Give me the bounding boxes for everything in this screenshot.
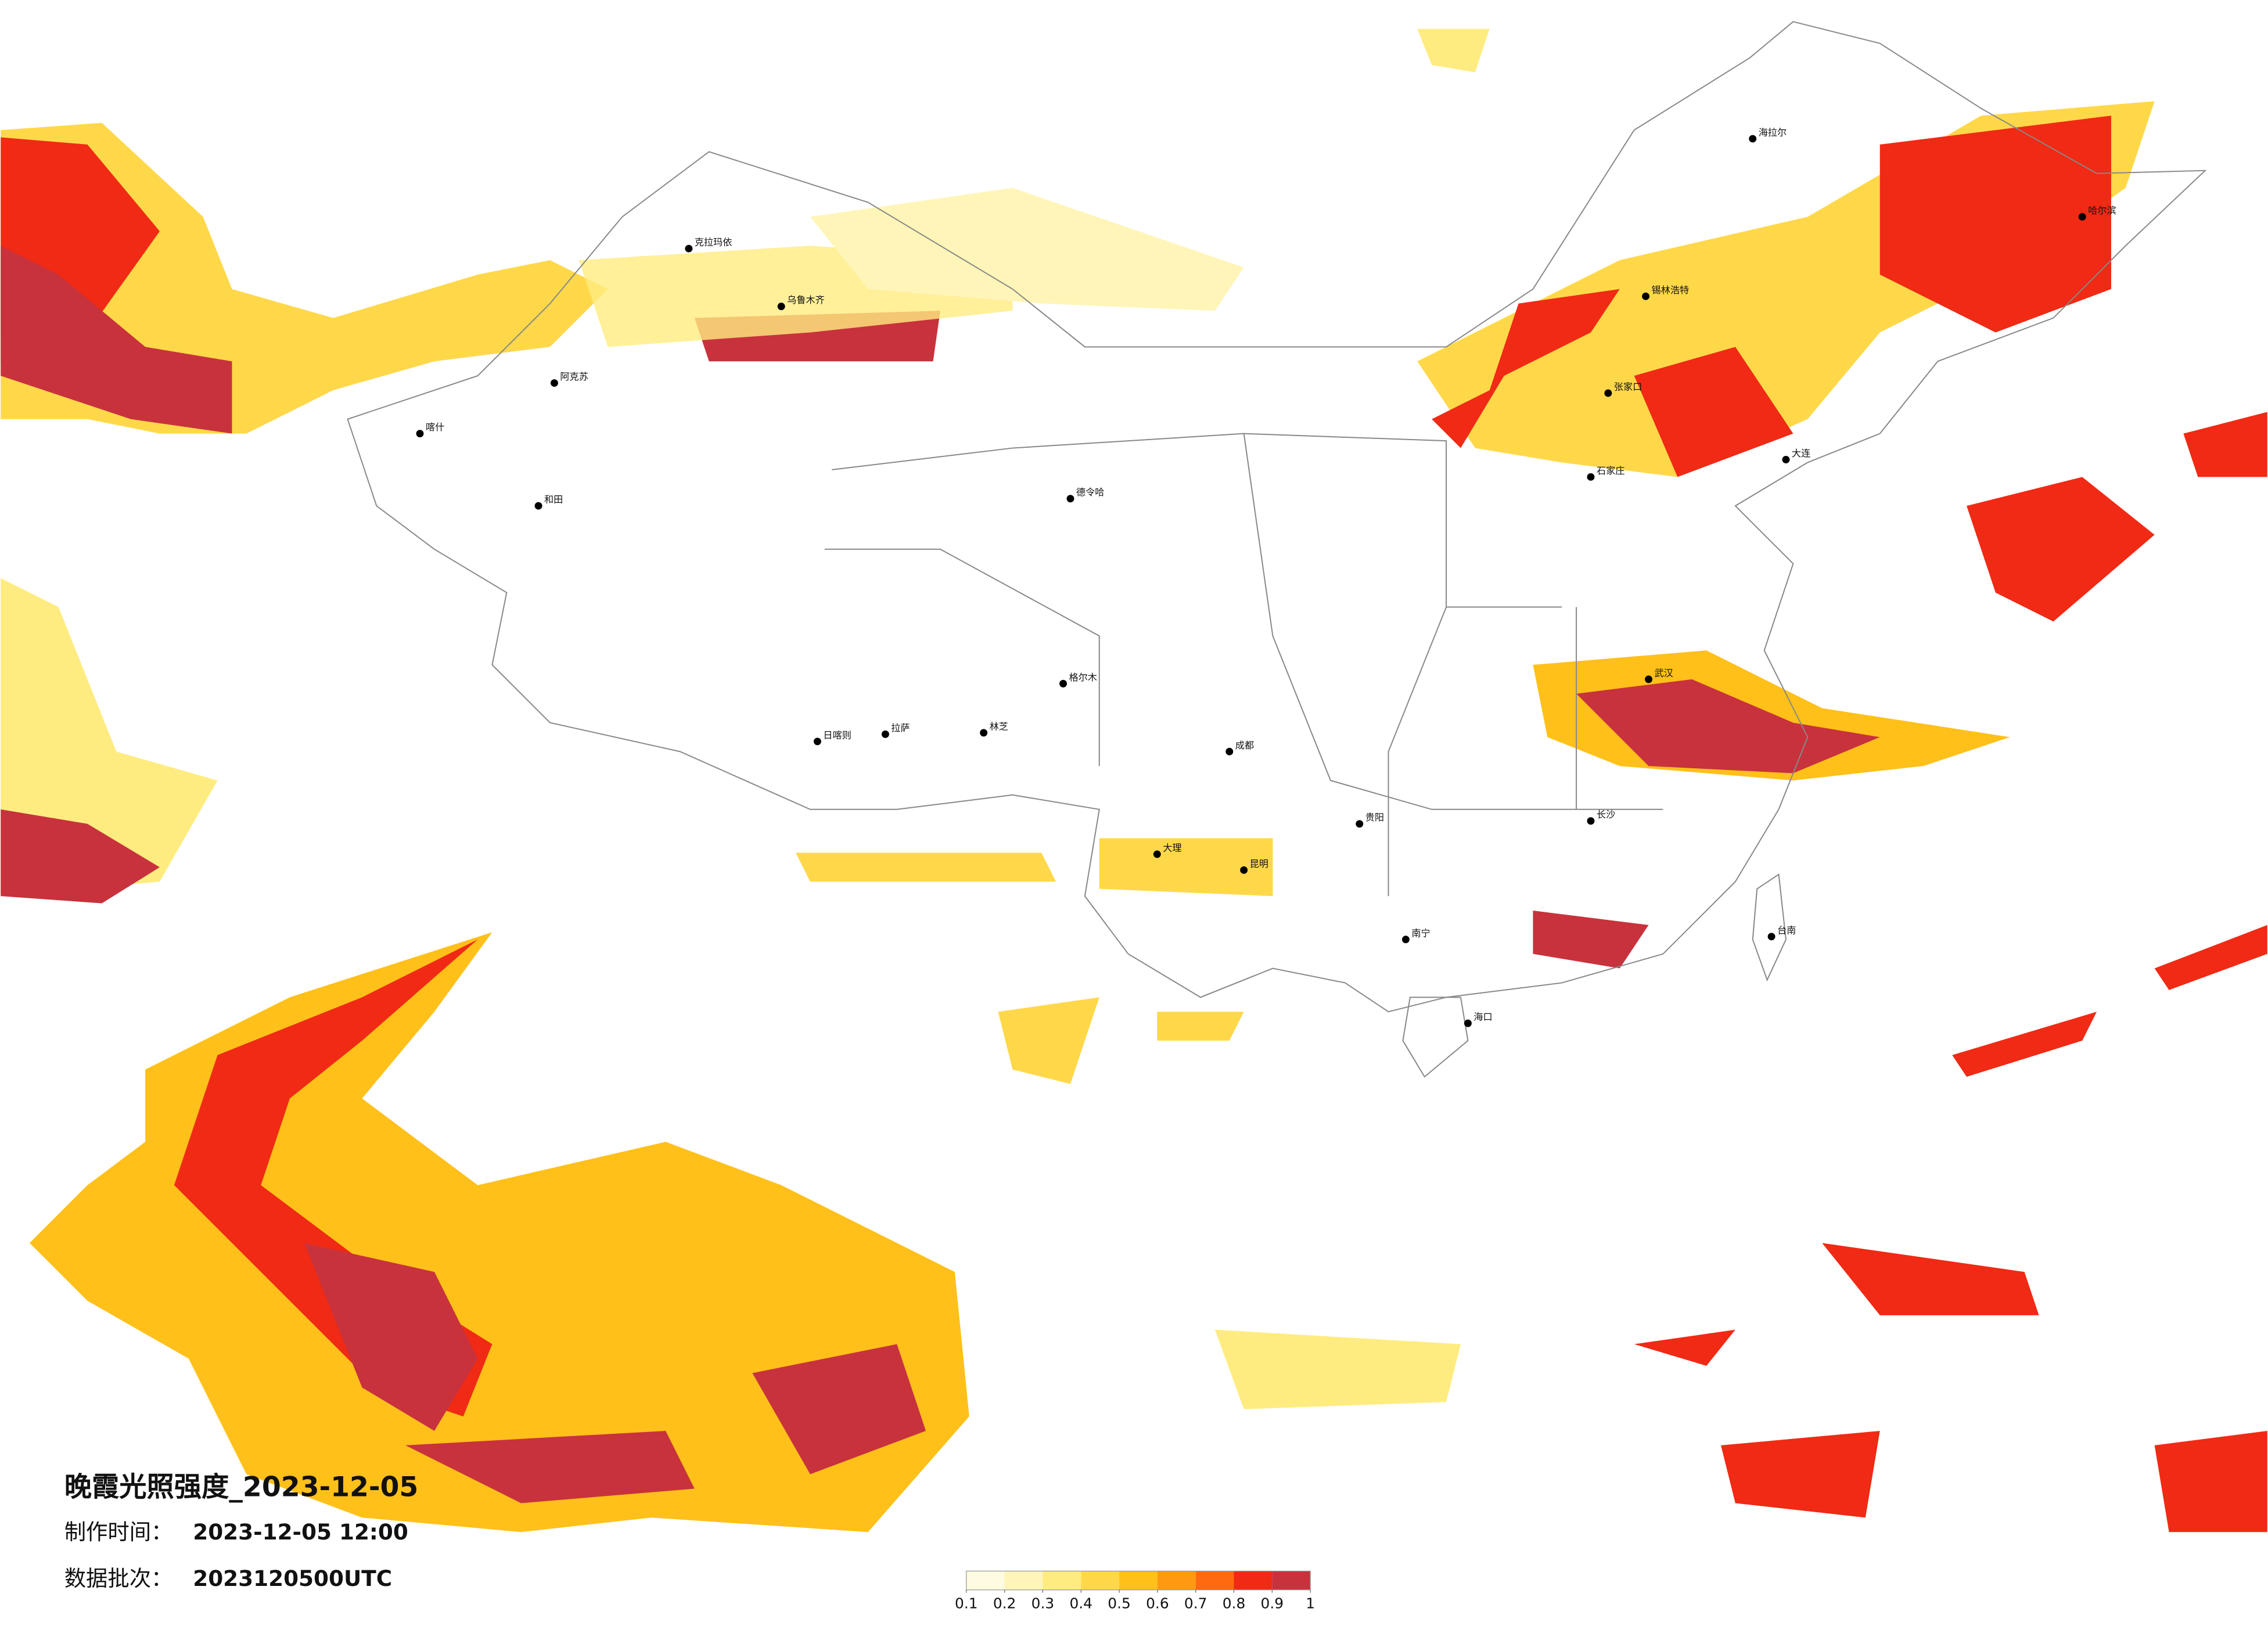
glow-intensity-field	[1, 28, 2267, 1533]
city-dot	[1464, 1019, 1472, 1027]
colorbar-tick-label: 0.8	[1223, 1595, 1246, 1612]
colorbar-tick-label: 0.3	[1031, 1595, 1055, 1612]
colorbar-tick-label: 0.4	[1069, 1595, 1092, 1612]
glow-area	[1, 809, 160, 904]
city-label: 台南	[1777, 924, 1796, 936]
glow-area	[796, 838, 1273, 1084]
city-label: 张家口	[1614, 382, 1642, 393]
colorbar-tick-label: 0.9	[1261, 1595, 1284, 1612]
colorbar-tick-label: 0.7	[1184, 1595, 1207, 1612]
city-label: 哈尔滨	[2088, 205, 2116, 216]
glow-area	[1214, 28, 1490, 1409]
glow-area	[1432, 116, 2111, 477]
city-dot	[813, 738, 821, 746]
city-dot	[881, 730, 889, 738]
colorbar-tick-label: 0.6	[1146, 1595, 1169, 1612]
info-value: 2023120500UTC	[193, 1566, 392, 1591]
city-dot	[685, 244, 693, 253]
city-label: 大连	[1792, 448, 1810, 459]
city-dot	[2078, 213, 2086, 221]
glow-area	[1952, 412, 2267, 1077]
city-label: 大理	[1163, 842, 1181, 853]
city-dot	[1767, 933, 1775, 941]
colorbar-tick-label: 0.2	[993, 1595, 1016, 1612]
colorbar-swatch	[1195, 1571, 1234, 1590]
map-title: 晚霞光照强度_2023-12-05	[64, 1472, 419, 1503]
city-label: 南宁	[1411, 927, 1430, 938]
city-dot	[1059, 679, 1067, 688]
colorbar-tick-label: 0.1	[955, 1595, 978, 1612]
city-label: 石家庄	[1597, 465, 1624, 476]
country-border	[347, 21, 2207, 1013]
colorbar-swatch	[1081, 1571, 1120, 1590]
glow-area	[304, 1243, 926, 1503]
city-dot	[1240, 866, 1248, 874]
glow-area	[810, 188, 1244, 311]
info-label: 数据批次：	[64, 1566, 173, 1591]
glow-area	[1, 246, 232, 434]
colorbar: 0.1 0.2 0.3 0.4 0.5 0.6 0.7 0.8 0.9 1	[955, 1570, 1315, 1612]
city-dot	[1153, 850, 1161, 858]
info-value: 2023-12-05 12:00	[193, 1519, 408, 1545]
colorbar-frame	[966, 1570, 1311, 1591]
glow-area	[1634, 1243, 2267, 1533]
colorbar-tick-label: 0.5	[1108, 1595, 1131, 1612]
city-label: 阿克苏	[560, 371, 588, 382]
colorbar-tick-label: 1	[1306, 1595, 1315, 1612]
info-label: 制作时间：	[64, 1519, 173, 1545]
city-dot	[1587, 473, 1595, 481]
colorbar-swatch	[1043, 1571, 1081, 1590]
province-border	[824, 433, 1663, 897]
colorbar-swatch	[1272, 1571, 1311, 1590]
city-dot	[1782, 455, 1790, 463]
city-dot	[1401, 936, 1410, 944]
city-dot	[1749, 135, 1757, 143]
colorbar-swatch	[1119, 1571, 1158, 1590]
borders	[347, 21, 2207, 1078]
colorbar-swatch	[966, 1571, 1005, 1590]
city-label: 贵阳	[1365, 812, 1384, 823]
city-dot	[534, 502, 542, 510]
city-dot	[550, 379, 558, 387]
city-dot	[1642, 292, 1650, 300]
city-label: 成都	[1235, 740, 1254, 751]
city-dot	[1066, 495, 1074, 503]
city-dot	[1604, 389, 1612, 397]
city-dot	[1356, 820, 1364, 828]
city-label: 拉萨	[891, 722, 910, 733]
city-label: 昆明	[1250, 858, 1268, 869]
city-dot	[1587, 817, 1595, 825]
city-label: 德令哈	[1076, 487, 1104, 498]
city-label: 格尔木	[1069, 672, 1097, 683]
city-label: 林芝	[990, 721, 1008, 732]
city-label: 克拉玛依	[695, 237, 732, 248]
glow-area	[1, 578, 218, 897]
city-dot	[1645, 675, 1653, 684]
colorbar-swatch	[1004, 1571, 1043, 1590]
city-label: 海拉尔	[1759, 127, 1787, 138]
colorbar-swatch	[1234, 1571, 1273, 1590]
city-label: 长沙	[1597, 809, 1615, 820]
glow-area	[1533, 679, 1880, 969]
city-dot	[416, 430, 424, 438]
city-label: 武汉	[1655, 667, 1673, 678]
city-label: 海口	[1473, 1012, 1492, 1023]
city-label: 和田	[544, 494, 563, 505]
city-dot	[777, 303, 785, 311]
island-border	[1402, 873, 1787, 1078]
colorbar-swatch	[1157, 1571, 1196, 1590]
city-label: 锡林浩特	[1652, 285, 1690, 296]
city-label: 乌鲁木齐	[787, 294, 825, 305]
city-label: 喀什	[426, 422, 444, 433]
city-label: 日喀则	[823, 729, 851, 740]
city-dot	[1225, 747, 1234, 756]
city-dot	[980, 729, 988, 737]
